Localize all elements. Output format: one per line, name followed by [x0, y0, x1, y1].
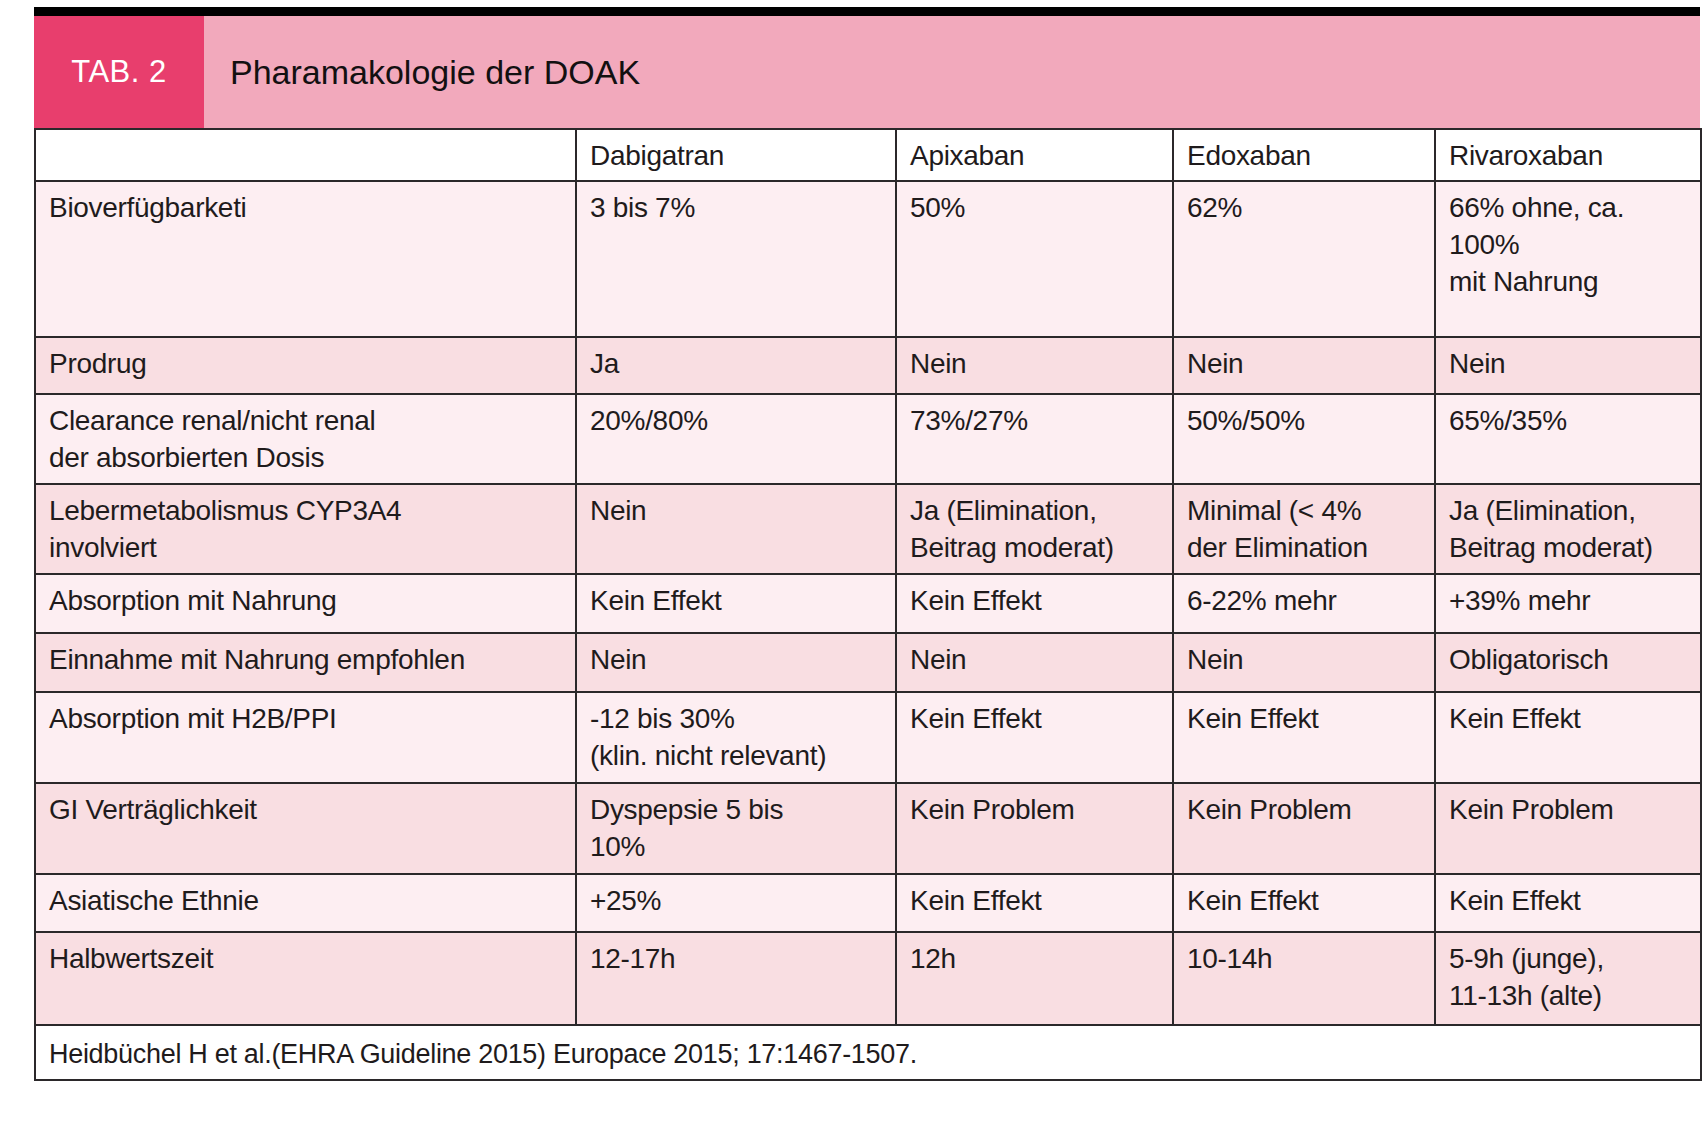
cell-rivaroxaban: Obligatorisch — [1435, 633, 1701, 692]
cell-dabigatran: Kein Effekt — [576, 574, 896, 633]
table-tag: TAB. 2 — [34, 16, 204, 128]
top-rule — [34, 7, 1700, 16]
cell-apixaban: 12h — [896, 932, 1173, 1025]
row-label: Prodrug — [35, 337, 576, 394]
cell-dabigatran: Nein — [576, 633, 896, 692]
table-row-halbwertszeit: Halbwertszeit 12-17h 12h 10-14h 5-9h (ju… — [35, 932, 1701, 1025]
table-row-prodrug: Prodrug Ja Nein Nein Nein — [35, 337, 1701, 394]
column-header-edoxaban: Edoxaban — [1173, 129, 1435, 181]
table-header-band: TAB. 2 Pharamakologie der DOAK — [34, 16, 1700, 128]
column-header-row: Dabigatran Apixaban Edoxaban Rivaroxaban — [35, 129, 1701, 181]
page: TAB. 2 Pharamakologie der DOAK Dabigatra… — [0, 0, 1707, 1132]
table-row-absorption-nahrung: Absorption mit Nahrung Kein Effekt Kein … — [35, 574, 1701, 633]
row-label: Absorption mit H2B/PPI — [35, 692, 576, 783]
row-label: Einnahme mit Nahrung empfohlen — [35, 633, 576, 692]
cell-apixaban: Kein Effekt — [896, 574, 1173, 633]
cell-dabigatran: -12 bis 30% (klin. nicht relevant) — [576, 692, 896, 783]
pharmacology-table: Dabigatran Apixaban Edoxaban Rivaroxaban… — [34, 128, 1702, 1081]
table-row-absorption-h2b-ppi: Absorption mit H2B/PPI -12 bis 30% (klin… — [35, 692, 1701, 783]
cell-apixaban: Kein Effekt — [896, 874, 1173, 932]
cell-dabigatran: Nein — [576, 484, 896, 574]
cell-rivaroxaban: Kein Effekt — [1435, 692, 1701, 783]
cell-dabigatran: 3 bis 7% — [576, 181, 896, 337]
cell-edoxaban: 50%/50% — [1173, 394, 1435, 484]
row-label: Absorption mit Nahrung — [35, 574, 576, 633]
cell-dabigatran: 20%/80% — [576, 394, 896, 484]
cell-edoxaban: Nein — [1173, 633, 1435, 692]
row-label: Clearance renal/nicht renal der absorbie… — [35, 394, 576, 484]
cell-apixaban: Nein — [896, 633, 1173, 692]
row-label: Asiatische Ethnie — [35, 874, 576, 932]
cell-edoxaban: Nein — [1173, 337, 1435, 394]
row-label: GI Verträglichkeit — [35, 783, 576, 874]
column-header-apixaban: Apixaban — [896, 129, 1173, 181]
cell-edoxaban: Kein Effekt — [1173, 692, 1435, 783]
column-header-empty — [35, 129, 576, 181]
cell-dabigatran: Ja — [576, 337, 896, 394]
cell-apixaban: Kein Effekt — [896, 692, 1173, 783]
cell-rivaroxaban: +39% mehr — [1435, 574, 1701, 633]
row-label: Bioverfügbarketi — [35, 181, 576, 337]
column-header-dabigatran: Dabigatran — [576, 129, 896, 181]
table-source-row: Heidbüchel H et al.(EHRA Guideline 2015)… — [35, 1025, 1701, 1080]
cell-edoxaban: 10-14h — [1173, 932, 1435, 1025]
cell-edoxaban: Minimal (< 4% der Elimination — [1173, 484, 1435, 574]
cell-rivaroxaban: 5-9h (junge), 11-13h (alte) — [1435, 932, 1701, 1025]
row-label: Halbwertszeit — [35, 932, 576, 1025]
table-row-asiatische-ethnie: Asiatische Ethnie +25% Kein Effekt Kein … — [35, 874, 1701, 932]
cell-edoxaban: 6-22% mehr — [1173, 574, 1435, 633]
cell-apixaban: Ja (Elimination, Beitrag moderat) — [896, 484, 1173, 574]
cell-edoxaban: 62% — [1173, 181, 1435, 337]
cell-rivaroxaban: Nein — [1435, 337, 1701, 394]
column-header-rivaroxaban: Rivaroxaban — [1435, 129, 1701, 181]
cell-apixaban: Nein — [896, 337, 1173, 394]
table-row-gi-vertraeglichkeit: GI Verträglichkeit Dyspepsie 5 bis 10% K… — [35, 783, 1701, 874]
cell-dabigatran: +25% — [576, 874, 896, 932]
cell-rivaroxaban: 66% ohne, ca. 100% mit Nahrung — [1435, 181, 1701, 337]
cell-edoxaban: Kein Effekt — [1173, 874, 1435, 932]
cell-rivaroxaban: Kein Effekt — [1435, 874, 1701, 932]
table-title: Pharamakologie der DOAK — [204, 16, 1700, 128]
cell-apixaban: Kein Problem — [896, 783, 1173, 874]
table-row-lebermetabolismus: Lebermetabolismus CYP3A4 involviert Nein… — [35, 484, 1701, 574]
table-row-einnahme-nahrung: Einnahme mit Nahrung empfohlen Nein Nein… — [35, 633, 1701, 692]
cell-apixaban: 50% — [896, 181, 1173, 337]
table-row-bioverfuegbarkeit: Bioverfügbarketi 3 bis 7% 50% 62% 66% oh… — [35, 181, 1701, 337]
cell-rivaroxaban: 65%/35% — [1435, 394, 1701, 484]
cell-edoxaban: Kein Problem — [1173, 783, 1435, 874]
cell-apixaban: 73%/27% — [896, 394, 1173, 484]
source-citation: Heidbüchel H et al.(EHRA Guideline 2015)… — [35, 1025, 1701, 1080]
row-label: Lebermetabolismus CYP3A4 involviert — [35, 484, 576, 574]
cell-rivaroxaban: Ja (Elimination, Beitrag moderat) — [1435, 484, 1701, 574]
table-row-clearance: Clearance renal/nicht renal der absorbie… — [35, 394, 1701, 484]
cell-rivaroxaban: Kein Problem — [1435, 783, 1701, 874]
cell-dabigatran: 12-17h — [576, 932, 896, 1025]
cell-dabigatran: Dyspepsie 5 bis 10% — [576, 783, 896, 874]
doak-table-card: TAB. 2 Pharamakologie der DOAK Dabigatra… — [34, 7, 1700, 1081]
